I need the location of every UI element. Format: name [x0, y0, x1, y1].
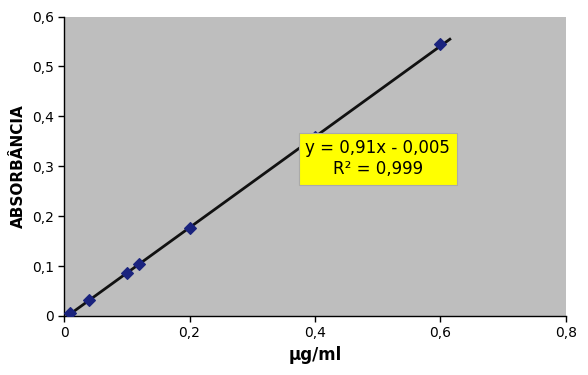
Y-axis label: ABSORBÂNCIA: ABSORBÂNCIA [11, 104, 26, 228]
X-axis label: μg/ml: μg/ml [288, 346, 342, 364]
Text: y = 0,91x - 0,005
R² = 0,999: y = 0,91x - 0,005 R² = 0,999 [305, 140, 450, 178]
